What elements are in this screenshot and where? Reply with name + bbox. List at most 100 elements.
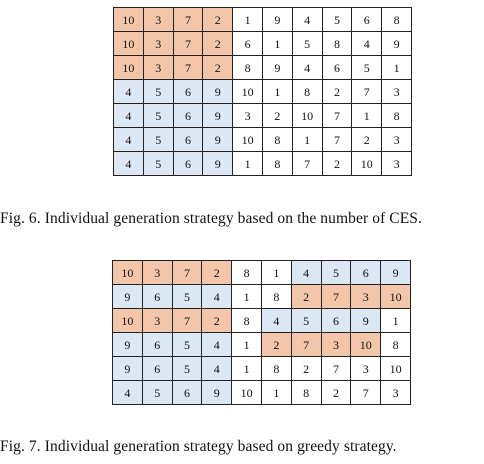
fig6-cell: 5: [142, 103, 174, 128]
fig7-cell: 9: [201, 380, 233, 405]
fig6-cell: 2: [202, 55, 234, 80]
fig6-cell: 8: [261, 151, 293, 176]
fig7-cell: 4: [112, 380, 143, 405]
fig7-row: 9 6 5 4 1 8 2 7 3 10: [112, 284, 411, 309]
fig7-cell: 7: [290, 332, 322, 357]
fig7-cell: 10: [380, 356, 411, 381]
fig6-cell: 9: [261, 7, 293, 32]
fig6-cell: 6: [321, 55, 353, 80]
fig7-cell: 1: [231, 284, 262, 309]
fig6-cell: 9: [202, 79, 234, 104]
fig6-cell: 6: [351, 7, 383, 32]
fig6-row: 10 3 7 2 8 9 4 6 5 1: [113, 55, 412, 80]
fig6-cell: 1: [381, 55, 412, 80]
fig7-cell: 10: [112, 308, 143, 333]
fig6-table: 10 3 7 2 1 9 4 5 6 8 10 3 7 2 6 1 5 8 4 9 10 3 7 2 8 9 4 6 5 1 4 5 6 9 10 1…: [113, 7, 412, 176]
fig6-cell: 5: [142, 151, 174, 176]
fig6-cell: 5: [142, 127, 174, 152]
fig6-cell: 8: [291, 79, 323, 104]
fig6-cell: 10: [351, 151, 383, 176]
fig6-cell: 8: [261, 127, 293, 152]
fig6-cell: 7: [172, 55, 204, 80]
fig7-cell: 7: [320, 356, 352, 381]
fig6-cell: 4: [291, 7, 323, 32]
fig6-cell: 7: [291, 151, 323, 176]
fig6-row: 4 5 6 9 10 8 1 7 2 3: [113, 127, 412, 152]
fig7-cell: 8: [380, 332, 411, 357]
fig6-cell: 6: [232, 31, 263, 56]
fig6-cell: 6: [172, 79, 204, 104]
fig7-row: 9 6 5 4 1 8 2 7 3 10: [112, 356, 411, 381]
fig7-cell: 3: [350, 284, 382, 309]
fig6-cell: 6: [172, 127, 204, 152]
fig6-caption: Fig. 6. Individual generation strategy b…: [0, 210, 423, 227]
fig6-cell: 2: [261, 103, 293, 128]
fig7-cell: 9: [112, 284, 143, 309]
fig6-cell: 3: [232, 103, 263, 128]
fig7-cell: 7: [171, 308, 203, 333]
fig6-cell: 10: [291, 103, 323, 128]
fig6-cell: 1: [261, 31, 293, 56]
fig7-row: 10 3 7 2 8 1 4 5 6 9: [112, 260, 411, 285]
fig7-cell: 4: [290, 260, 322, 285]
fig6-cell: 2: [202, 31, 234, 56]
fig6-row: 4 5 6 9 10 1 8 2 7 3: [113, 79, 412, 104]
fig6-cell: 6: [172, 103, 204, 128]
fig7-cell: 6: [171, 380, 203, 405]
fig6-cell: 5: [142, 79, 174, 104]
fig7-cell: 4: [201, 332, 233, 357]
fig6-cell: 9: [202, 127, 234, 152]
fig7-cell: 4: [201, 356, 233, 381]
fig6-cell: 1: [291, 127, 323, 152]
fig6-cell: 10: [113, 7, 144, 32]
fig6-cell: 7: [172, 7, 204, 32]
fig6-cell: 8: [321, 31, 353, 56]
fig6-cell: 7: [172, 31, 204, 56]
fig6-row: 4 5 6 9 1 8 7 2 10 3: [113, 151, 412, 176]
fig6-row: 10 3 7 2 1 9 4 5 6 8: [113, 7, 412, 32]
fig7-cell: 10: [380, 284, 411, 309]
fig6-cell: 6: [172, 151, 204, 176]
fig7-cell: 1: [231, 332, 262, 357]
fig7-cell: 6: [141, 356, 173, 381]
fig7-cell: 5: [171, 356, 203, 381]
fig7-cell: 5: [141, 380, 173, 405]
fig7-cell: 6: [141, 332, 173, 357]
fig7-cell: 6: [350, 260, 382, 285]
fig6-cell: 8: [381, 103, 412, 128]
fig7-cell: 3: [350, 356, 382, 381]
fig7-cell: 1: [380, 308, 411, 333]
fig7-cell: 3: [320, 332, 352, 357]
fig6-cell: 8: [381, 7, 412, 32]
fig7-row: 4 5 6 9 10 1 8 2 7 3: [112, 380, 411, 405]
fig6-cell: 8: [232, 55, 263, 80]
fig7-cell: 2: [201, 308, 233, 333]
fig6-cell: 2: [321, 79, 353, 104]
fig6-cell: 5: [321, 7, 353, 32]
fig6-row: 10 3 7 2 6 1 5 8 4 9: [113, 31, 412, 56]
fig6-cell: 9: [202, 103, 234, 128]
fig7-cell: 5: [290, 308, 322, 333]
fig6-cell: 5: [291, 31, 323, 56]
fig6-cell: 7: [351, 79, 383, 104]
fig6-cell: 2: [351, 127, 383, 152]
fig6-cell: 4: [113, 127, 144, 152]
fig6-cell: 3: [381, 151, 412, 176]
fig6-cell: 4: [113, 79, 144, 104]
fig6-cell: 3: [142, 55, 174, 80]
fig7-cell: 4: [260, 308, 292, 333]
fig7-cell: 1: [260, 380, 292, 405]
fig6-cell: 2: [202, 7, 234, 32]
fig6-cell: 9: [261, 55, 293, 80]
fig7-cell: 8: [231, 260, 262, 285]
fig7-cell: 2: [320, 380, 352, 405]
fig7-row: 10 3 7 2 8 4 5 6 9 1: [112, 308, 411, 333]
fig7-cell: 1: [231, 356, 262, 381]
fig7-cell: 10: [231, 380, 262, 405]
fig7-cell: 2: [260, 332, 292, 357]
fig7-cell: 2: [290, 284, 322, 309]
fig6-row: 4 5 6 9 3 2 10 7 1 8: [113, 103, 412, 128]
fig6-cell: 7: [321, 127, 353, 152]
fig6-cell: 1: [351, 103, 383, 128]
fig7-cell: 3: [141, 260, 173, 285]
